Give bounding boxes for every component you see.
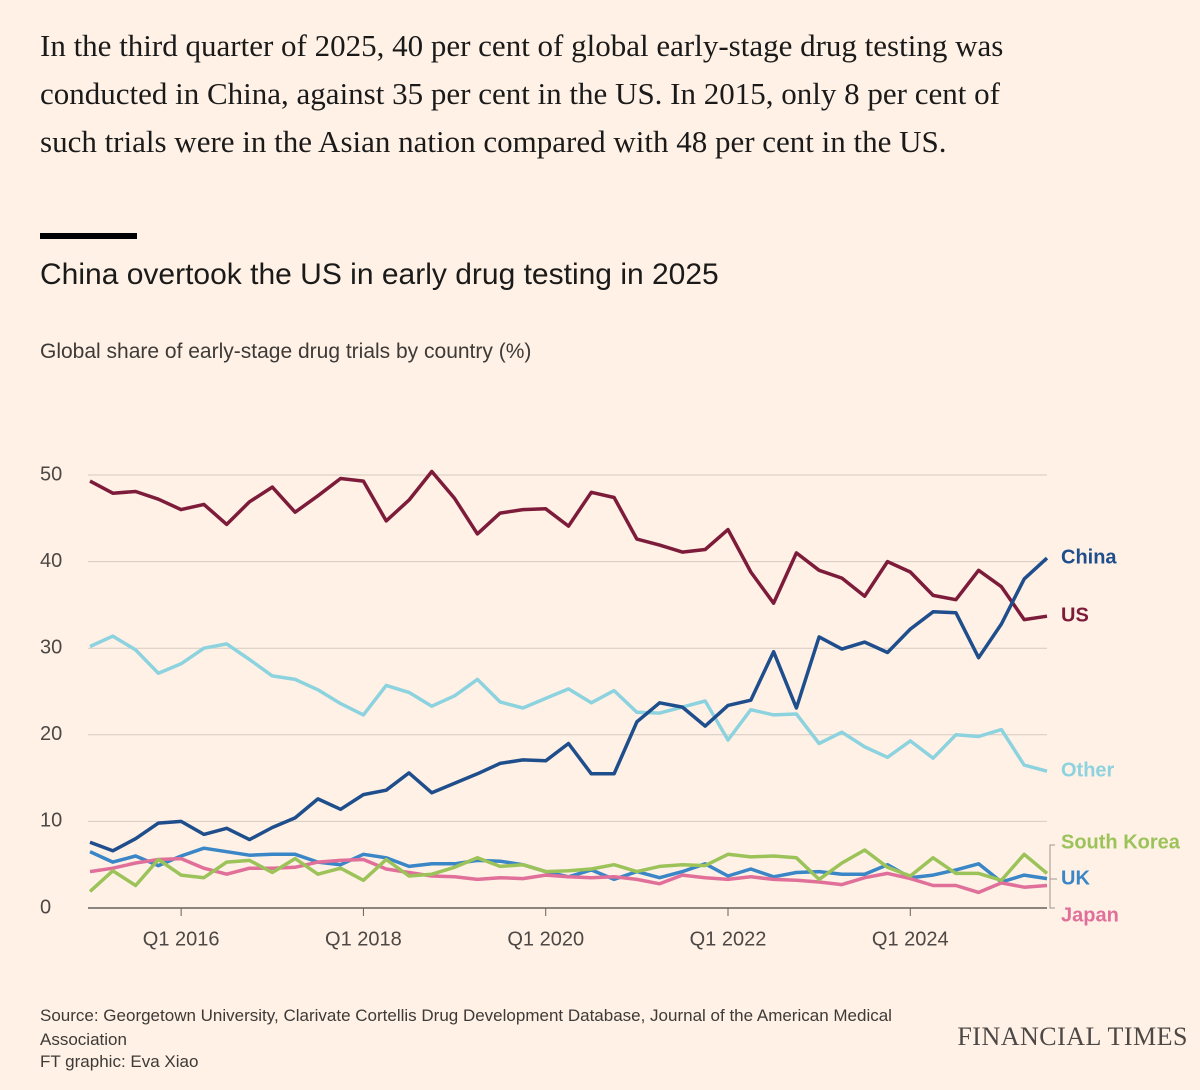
y-tick-label: 40 [40, 550, 62, 572]
series-line [88, 848, 1049, 893]
credit: FT graphic: Eva Xiao [40, 1052, 199, 1071]
x-tick-label: Q1 2020 [507, 928, 584, 950]
chart-title: China overtook the US in early drug test… [40, 258, 719, 291]
chart-subtitle: Global share of early-stage drug trials … [40, 340, 532, 363]
brand: FINANCIAL TIMES [957, 1022, 1188, 1051]
label-bracket [1049, 844, 1055, 909]
x-tick-label: Q1 2022 [690, 928, 767, 950]
source: Source: Georgetown University, Clarivate… [40, 1006, 892, 1049]
series-line [89, 634, 1048, 773]
x-tick-label: Q1 2024 [872, 928, 949, 950]
y-tick-label: 10 [40, 810, 62, 832]
intro-line: conducted in China, against 35 per cent … [40, 76, 1000, 111]
series-line [89, 856, 1048, 895]
intro-line: such trials were in the Asian nation com… [40, 124, 947, 159]
x-tick-label: Q1 2018 [325, 928, 402, 950]
title-rule [40, 233, 137, 239]
series-line [89, 556, 1049, 853]
y-tick-label: 30 [40, 636, 62, 658]
y-tick-label: 0 [40, 896, 51, 918]
chart: 0 10 20 30 40 50 Q1 2016 Q1 2018 Q1 2020 Q1 2022 Q… [40, 463, 1181, 950]
y-tick-label: 50 [40, 463, 62, 485]
legend-label: Japan [1061, 904, 1119, 926]
legend-label: China [1061, 546, 1117, 568]
legend-label: Other [1061, 759, 1115, 781]
intro-line: In the third quarter of 2025, 40 per cen… [40, 28, 1004, 63]
legend-label: UK [1061, 867, 1090, 889]
series-line [89, 469, 1048, 622]
x-tick-label: Q1 2016 [143, 928, 220, 950]
legend-label: South Korea [1061, 831, 1181, 853]
intro: In the third quarter of 2025, 40 per cen… [40, 22, 1180, 166]
legend-label: US [1061, 604, 1089, 626]
y-tick-label: 20 [40, 723, 62, 745]
